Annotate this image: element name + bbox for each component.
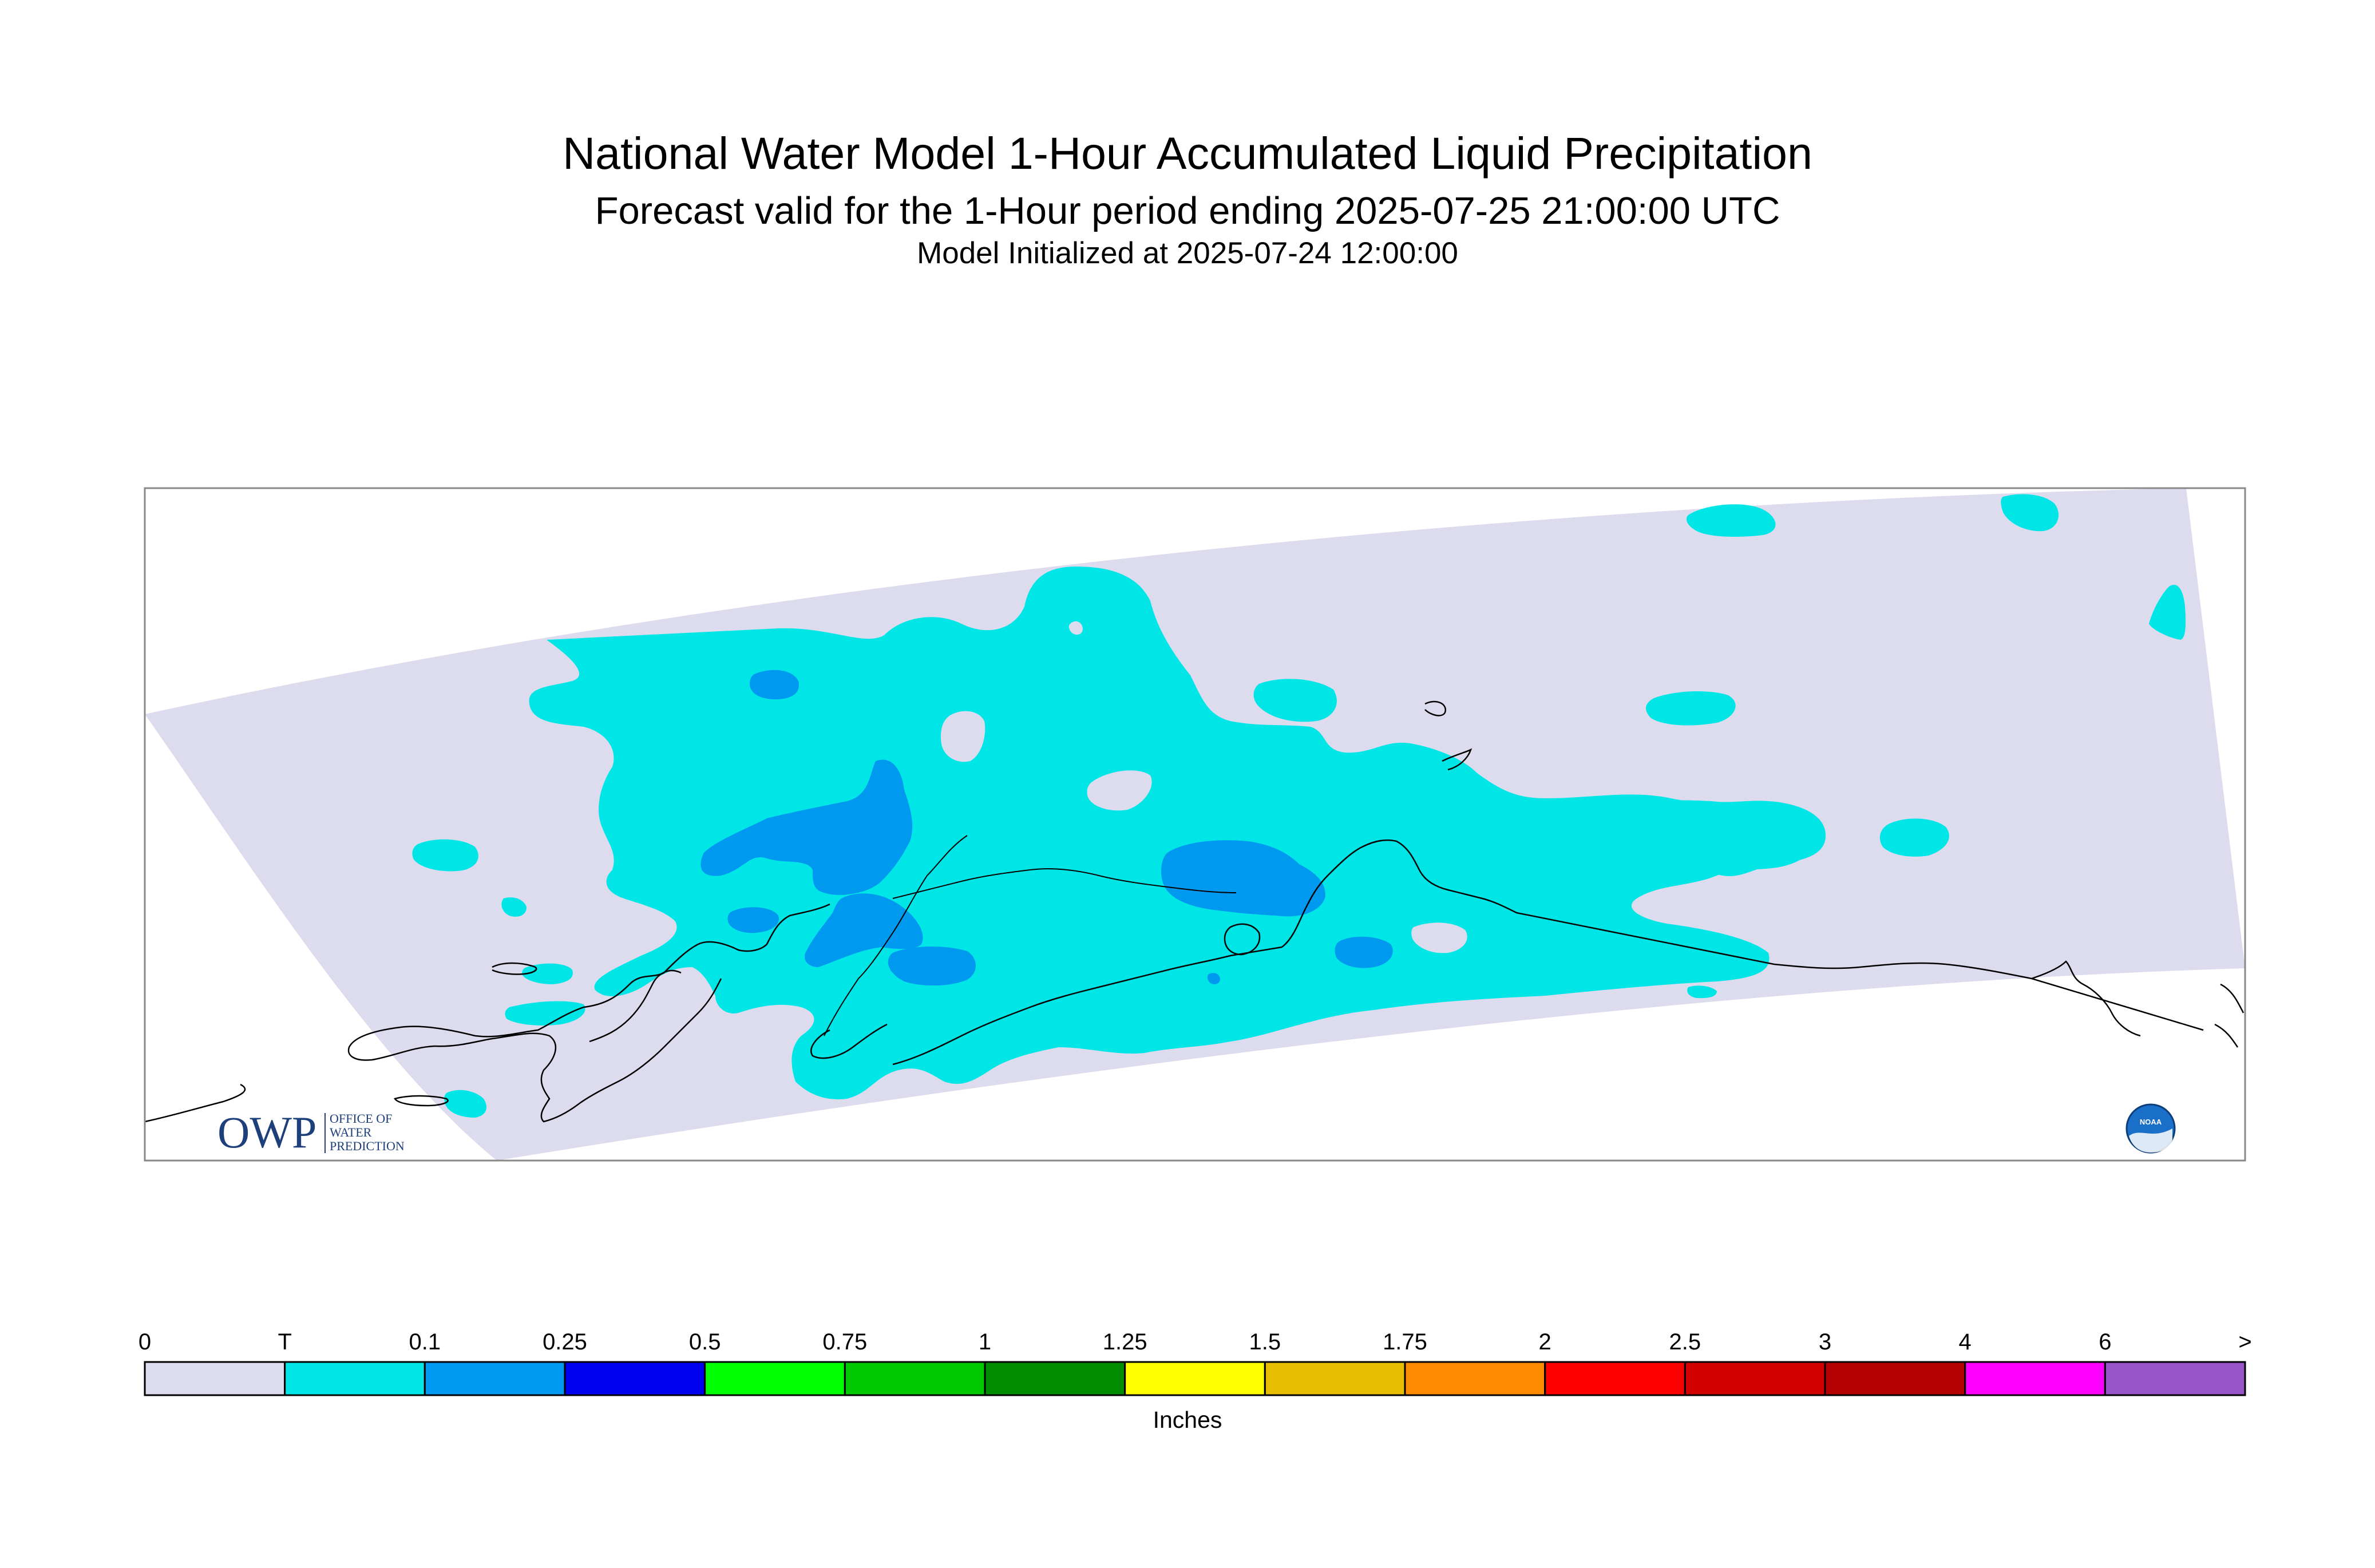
coastline-canada-coast — [2214, 983, 2245, 1048]
owp-logo-subtext-3: PREDICTION — [330, 1139, 405, 1153]
legend-swatch-5 — [844, 1361, 986, 1396]
precip-area-southwest — [444, 1090, 486, 1118]
legend-swatch-1 — [284, 1361, 426, 1396]
precip-area-west-3 — [522, 963, 573, 984]
precip-mid-8 — [1207, 973, 1220, 984]
legend-swatch-11 — [1684, 1361, 1826, 1396]
coastline-seward-peninsula — [698, 903, 830, 952]
dry-pocket-1 — [1068, 621, 1083, 635]
precip-area-west-1 — [412, 839, 478, 872]
legend-label-14: 6 — [2099, 1329, 2111, 1355]
precip-mid-6 — [1161, 840, 1325, 917]
precip-area-northeast — [2149, 584, 2186, 640]
coastline-bay-inner — [1424, 700, 1446, 716]
legend-label-4: 0.5 — [689, 1329, 721, 1355]
coastline-gulf-of-alaska — [1516, 912, 2204, 1031]
precip-mid-1 — [750, 670, 799, 699]
precip-trace-areas — [412, 494, 2186, 1118]
owp-logo-subtext-1: OFFICE OF — [330, 1111, 392, 1126]
precip-area-southeast-small — [1687, 985, 1717, 999]
precip-mid-7 — [1335, 936, 1393, 968]
interior-line-2 — [892, 868, 1237, 899]
legend-swatch-7 — [1124, 1361, 1266, 1396]
legend-swatch-3 — [564, 1361, 706, 1396]
coastline-kodiak — [1224, 923, 1261, 956]
dry-pocket-3 — [1087, 770, 1152, 811]
legend-label-3: 0.25 — [543, 1329, 587, 1355]
coastline-arctic-shore — [1442, 748, 1472, 771]
precip-mid-4 — [805, 893, 923, 967]
legend-label-11: 2.5 — [1669, 1329, 1701, 1355]
legend-swatch-8 — [1264, 1361, 1406, 1396]
precip-area-north-2 — [2001, 494, 2059, 532]
legend-label-6: 1 — [979, 1329, 991, 1355]
legend-swatch-4 — [704, 1361, 846, 1396]
owp-logo-text: OWP — [217, 1107, 316, 1157]
coastline-nunivak — [394, 1095, 449, 1107]
precip-mid-5 — [888, 947, 976, 986]
precip-area-north-1 — [1687, 504, 1776, 537]
interior-line-1 — [824, 835, 968, 1036]
coastlines — [145, 700, 2245, 1123]
coastline-st-lawrence-island — [492, 962, 537, 975]
precip-area-east-3 — [1879, 818, 1949, 857]
coastline-southwest — [810, 1023, 888, 1059]
precip-area-mid-east — [1253, 679, 1337, 722]
owp-logo-subtext-2: WATER — [330, 1125, 372, 1139]
owp-logo: OWP OFFICE OF WATER PREDICTION — [217, 1107, 405, 1157]
legend-label-0: 0 — [138, 1329, 151, 1355]
legend-label-5: 0.75 — [822, 1329, 867, 1355]
legend-label-15: > — [2238, 1329, 2251, 1355]
legend-label-7: 1.25 — [1103, 1329, 1147, 1355]
dry-pockets — [940, 621, 1467, 953]
model-initialized-subtitle: Model Initialized at 2025-07-24 12:00:00 — [917, 236, 1458, 270]
main-title: National Water Model 1-Hour Accumulated … — [563, 128, 1812, 179]
precip-mid-2 — [700, 759, 913, 895]
noaa-logo-wave — [2129, 1129, 2172, 1153]
dry-pocket-4 — [1411, 922, 1467, 953]
precip-mid-3 — [727, 907, 779, 933]
legend-label-1: T — [278, 1329, 291, 1355]
coastline-alaska-peninsula — [892, 946, 1282, 1066]
legend-swatch-9 — [1404, 1361, 1546, 1396]
forecast-valid-subtitle: Forecast valid for the 1-Hour period end… — [595, 189, 1780, 232]
map-frame — [144, 487, 2246, 1162]
legend-swatch-13 — [1964, 1361, 2106, 1396]
legend-label-8: 1.5 — [1249, 1329, 1281, 1355]
legend-label-9: 1.75 — [1383, 1329, 1427, 1355]
precip-area-main — [529, 567, 1811, 1099]
noaa-logo: NOAA — [2125, 1103, 2176, 1154]
precip-area-west-4 — [505, 1001, 585, 1025]
noaa-logo-text: NOAA — [2140, 1118, 2162, 1126]
coastline-cook-inlet — [1281, 839, 1517, 948]
legend-labels: 0 T 0.1 0.25 0.5 0.75 1 1.25 1.5 1.75 2 2.5 3 4 6 > — [138, 1329, 2252, 1355]
coastline-yukon-delta — [589, 969, 682, 1043]
legend-label-2: 0.1 — [409, 1329, 441, 1355]
precip-0.1-0.25-areas — [700, 670, 1393, 986]
legend-units-label: Inches — [1153, 1407, 1222, 1433]
interior-boundaries — [824, 835, 1237, 1036]
precip-area-east-1 — [1645, 691, 1736, 726]
legend-label-10: 2 — [1539, 1329, 1551, 1355]
legend-swatches — [144, 1361, 2246, 1396]
legend-swatch-0 — [144, 1361, 286, 1396]
coastline-aleutian-west — [145, 1083, 246, 1123]
legend-swatch-14 — [2104, 1361, 2246, 1396]
legend-swatch-6 — [984, 1361, 1126, 1396]
coastline-se-alaska — [2031, 960, 2141, 1037]
legend-swatch-2 — [423, 1361, 566, 1396]
dry-pocket-2 — [940, 711, 985, 762]
legend-label-13: 4 — [1959, 1329, 1972, 1355]
legend-label-12: 3 — [1819, 1329, 1831, 1355]
coastline-western-alaska — [347, 943, 722, 1123]
precip-area-west-2 — [501, 897, 527, 917]
legend-swatch-10 — [1544, 1361, 1686, 1396]
precip-area-east-2 — [1630, 800, 1826, 876]
legend-swatch-12 — [1824, 1361, 1966, 1396]
